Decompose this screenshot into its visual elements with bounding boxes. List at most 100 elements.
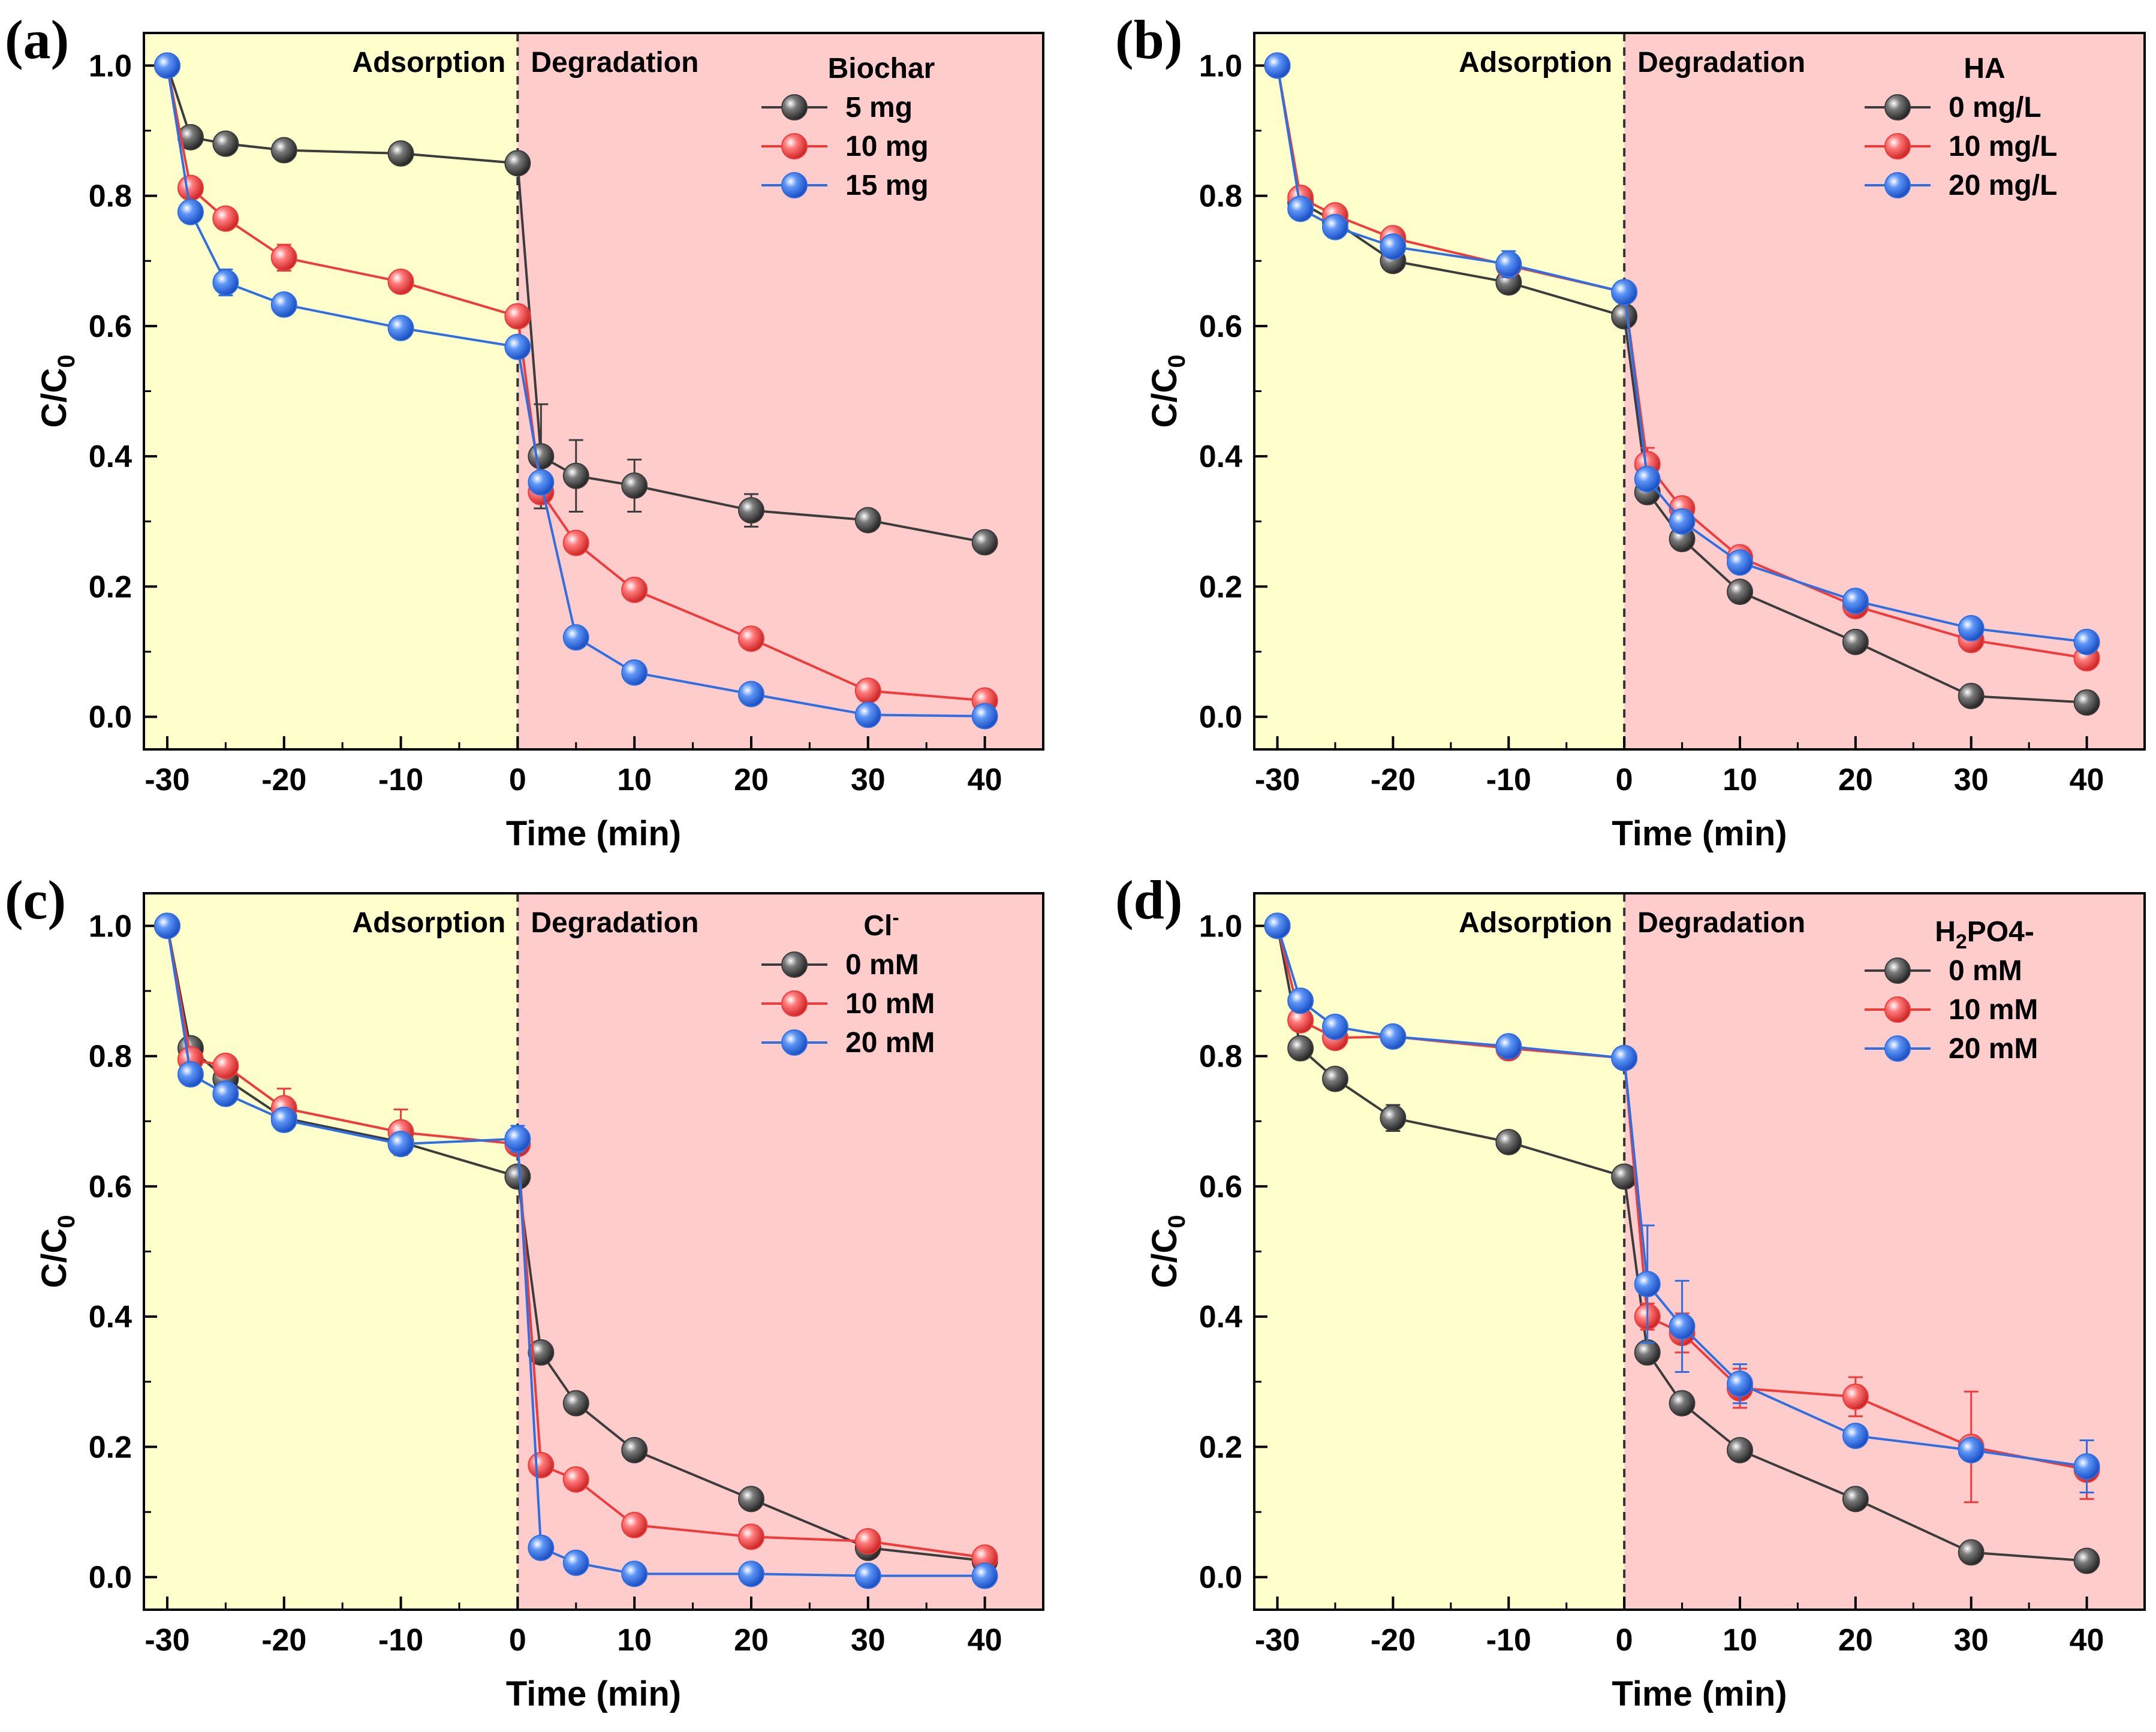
x-axis-title: Time (min) bbox=[1612, 1674, 1787, 1713]
x-tick-label: 40 bbox=[2070, 1623, 2104, 1658]
data-point bbox=[737, 1523, 764, 1550]
data-point bbox=[2073, 628, 2100, 655]
legend-title: Biochar bbox=[828, 53, 935, 85]
data-point bbox=[153, 52, 180, 79]
y-tick-label: 0.2 bbox=[89, 570, 132, 604]
series-1 bbox=[1264, 912, 2100, 1574]
legend-title-tail: PO4- bbox=[1967, 916, 2034, 948]
data-point bbox=[1958, 1436, 1985, 1463]
data-point bbox=[1669, 508, 1696, 535]
data-point bbox=[387, 1131, 414, 1158]
data-point bbox=[177, 198, 204, 225]
y-tick-label: 0.8 bbox=[89, 179, 132, 214]
data-point bbox=[1322, 1065, 1348, 1092]
data-point bbox=[1727, 549, 1753, 576]
legend-item-1: 0 mM bbox=[761, 949, 919, 981]
degradation-label: Degradation bbox=[531, 907, 698, 939]
x-axis-title: Time (min) bbox=[506, 1674, 681, 1713]
x-tick-label: 30 bbox=[851, 1623, 886, 1658]
legend-item-3: 15 mg bbox=[761, 170, 929, 201]
data-point bbox=[737, 1561, 764, 1588]
data-point bbox=[212, 1052, 239, 1079]
chart-panel-3: Adsorption Degradation -30 -20 -10 0 10 20 30 40 0… bbox=[5, 869, 1044, 1713]
panel-label: (d) bbox=[1115, 869, 1182, 930]
y-axis-title-main: C/C bbox=[35, 1228, 74, 1288]
degradation-region bbox=[517, 893, 1043, 1610]
data-point bbox=[1264, 52, 1291, 79]
data-point bbox=[854, 1562, 881, 1589]
x-tick-label: -10 bbox=[378, 1623, 423, 1658]
x-tick-label: 10 bbox=[617, 763, 652, 797]
y-axis-title: C/C0 bbox=[1145, 354, 1190, 427]
degradation-label: Degradation bbox=[1637, 47, 1805, 79]
data-point bbox=[270, 137, 297, 164]
data-point bbox=[1380, 1104, 1407, 1131]
legend-marker bbox=[1884, 133, 1911, 159]
legend-label: 15 mg bbox=[845, 170, 929, 201]
x-tick-label: -30 bbox=[1255, 763, 1300, 797]
legend-item-1: 0 mM bbox=[1865, 955, 2022, 987]
panel-label: (c) bbox=[5, 869, 66, 930]
legend-label: 0 mM bbox=[845, 949, 919, 981]
data-point bbox=[621, 1511, 648, 1538]
y-tick-label: 0.6 bbox=[1199, 1170, 1242, 1204]
legend-label: 10 mg/L bbox=[1949, 131, 2057, 162]
x-tick-label: 40 bbox=[968, 763, 1002, 797]
legend-marker bbox=[1884, 172, 1911, 198]
y-axis-title-main: C/C bbox=[1145, 1228, 1184, 1288]
data-point bbox=[1669, 1313, 1696, 1340]
data-point bbox=[562, 1390, 589, 1417]
y-tick-label: 0.0 bbox=[1199, 1561, 1242, 1595]
legend-title: HA bbox=[1964, 53, 2005, 85]
series-3 bbox=[1264, 52, 2100, 655]
y-axis-title-sub: 0 bbox=[1164, 1215, 1190, 1228]
data-point bbox=[528, 1451, 555, 1478]
x-tick-label: 30 bbox=[1954, 1623, 1989, 1658]
legend-marker bbox=[1884, 957, 1911, 984]
y-tick-label: 0.6 bbox=[89, 309, 132, 344]
data-point bbox=[621, 472, 648, 499]
data-point bbox=[854, 677, 881, 704]
data-point bbox=[854, 1528, 881, 1555]
data-point bbox=[528, 443, 555, 470]
legend-marker bbox=[781, 94, 808, 121]
x-axis-title: Time (min) bbox=[506, 814, 681, 853]
legend-title-sup: - bbox=[892, 906, 899, 929]
y-axis-title-sub: 0 bbox=[53, 354, 80, 368]
legend-label: 10 mg bbox=[845, 131, 929, 162]
legend-marker bbox=[1884, 94, 1911, 121]
x-tick-label: 40 bbox=[968, 1623, 1002, 1658]
legend-marker bbox=[781, 1029, 808, 1056]
data-point bbox=[1727, 579, 1753, 606]
x-tick-label: 0 bbox=[509, 763, 526, 797]
degradation-label: Degradation bbox=[531, 47, 698, 79]
data-point bbox=[212, 1080, 239, 1107]
legend-item-3: 20 mM bbox=[761, 1027, 935, 1059]
y-axis-title: C/C0 bbox=[35, 1215, 80, 1288]
x-tick-label: 10 bbox=[617, 1623, 652, 1658]
data-point bbox=[504, 1163, 531, 1190]
data-point bbox=[1287, 195, 1314, 222]
degradation-region bbox=[1624, 893, 2145, 1610]
data-point bbox=[212, 205, 239, 232]
data-point bbox=[1287, 1035, 1314, 1062]
x-tick-label: 0 bbox=[1616, 1623, 1633, 1658]
data-point bbox=[1611, 303, 1638, 330]
data-point bbox=[504, 1125, 531, 1152]
y-axis-title: C/C0 bbox=[35, 354, 80, 427]
data-point bbox=[1380, 233, 1407, 260]
x-tick-label: 20 bbox=[1838, 1623, 1873, 1658]
series-3 bbox=[153, 912, 998, 1589]
data-point bbox=[2073, 1453, 2100, 1480]
y-tick-label: 0.2 bbox=[89, 1430, 132, 1465]
data-point bbox=[212, 269, 239, 296]
adsorption-region bbox=[1254, 33, 1625, 749]
chart-panel-4: Adsorption Degradation-30 -20 -10 0 10 20 30 400… bbox=[1115, 869, 2146, 1713]
data-point bbox=[621, 659, 648, 686]
data-point bbox=[737, 625, 764, 652]
y-tick-label: 0.6 bbox=[1199, 309, 1242, 344]
y-tick-label: 0.8 bbox=[89, 1040, 132, 1074]
legend-label: 10 mM bbox=[845, 988, 935, 1020]
panel-label: (b) bbox=[1115, 9, 1182, 70]
panel-label: (a) bbox=[5, 9, 69, 70]
